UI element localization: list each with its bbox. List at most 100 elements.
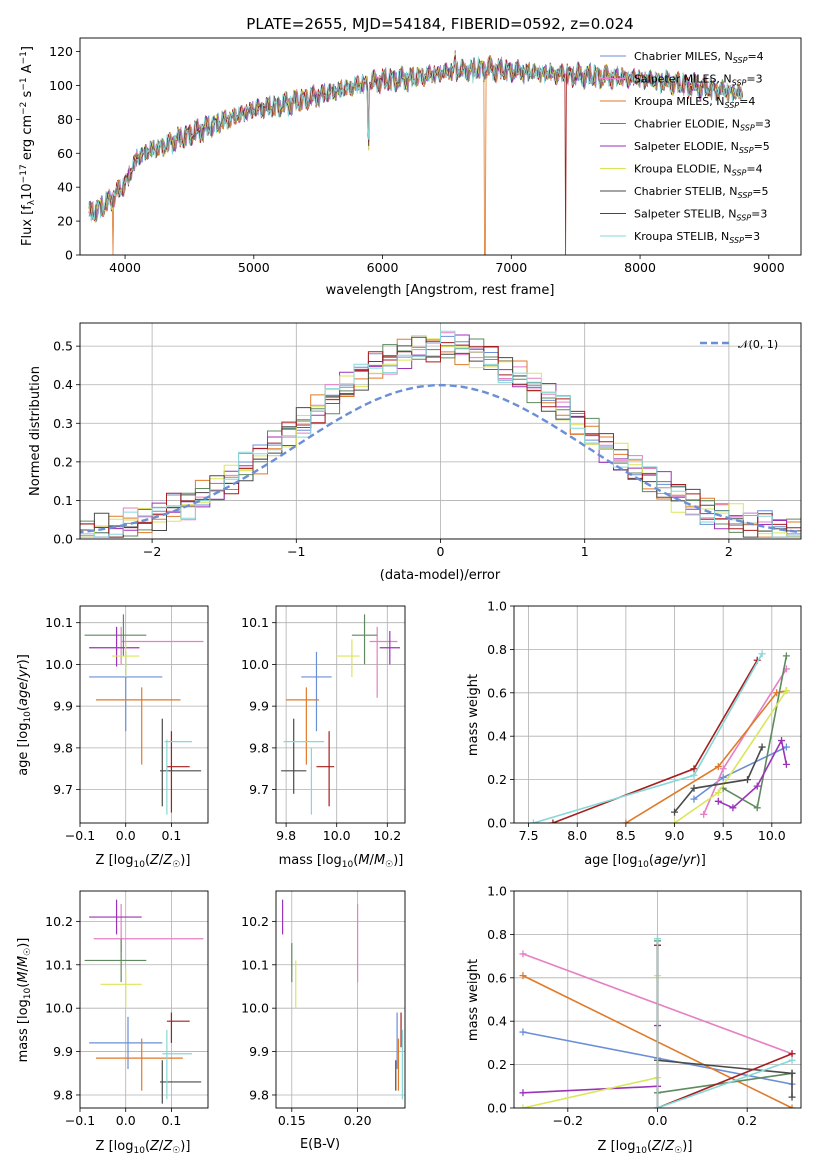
mass-vs-ebv-xlabel: E(B-V) — [300, 1137, 340, 1152]
x-tick-label: 9000 — [753, 260, 785, 275]
x-tick-label: 9.0 — [665, 828, 685, 843]
histogram-kroupa-stelib — [80, 330, 801, 538]
y-tick-label: 0.4 — [487, 729, 507, 744]
spectrum-line-kroupa-stelib — [88, 56, 743, 222]
x-tick-label: 0.0 — [116, 828, 136, 843]
residuals-ylabel: Normed distribution — [28, 366, 43, 496]
legend-sub: SSP — [724, 101, 739, 110]
y-tick-label: 9.8 — [53, 1087, 73, 1102]
y-tick-label: 9.9 — [53, 699, 73, 714]
legend-rest: =3 — [755, 118, 771, 131]
weight-marker — [714, 797, 722, 805]
y-tick-label: 0.1 — [53, 493, 73, 508]
legend-sub: SSP — [729, 236, 744, 245]
y-tick-label: 100 — [49, 78, 73, 93]
weight-marker — [549, 819, 557, 823]
plot-area — [88, 50, 743, 255]
y-tick-label: 0.3 — [53, 416, 73, 431]
y-tick-label: 0.0 — [487, 1101, 507, 1116]
y-tick-label: 0.5 — [53, 339, 73, 354]
weight-line-kroupa-stelib — [656, 938, 793, 1108]
y-tick-label: 10.0 — [241, 657, 269, 672]
legend-rest: =4 — [747, 50, 763, 63]
weight-marker — [654, 935, 661, 943]
weight-marker — [690, 765, 698, 773]
axes-frame — [79, 605, 209, 824]
legend-sub: SSP — [732, 79, 747, 88]
legend-rest: =3 — [744, 230, 760, 243]
age-vs-mass-panel: 9.8 10.0 10.2 9.7 9.8 9.9 10.0 10.1 — [241, 605, 406, 843]
y-tick-label: 0.4 — [487, 1014, 507, 1029]
legend-label: Chabrier ELODIE, NSSP=3 — [634, 118, 771, 133]
x-tick-label: 0.0 — [116, 1113, 136, 1128]
x-tick-label: 0.15 — [278, 1113, 306, 1128]
weight-marker — [719, 765, 727, 773]
mass-vs-metallicity-panel: −0.1 0.0 0.1 9.8 9.9 10.0 10.1 10.2 — [45, 890, 209, 1128]
y-tick-label: 0.4 — [53, 377, 73, 392]
y-tick-label: 9.7 — [249, 782, 269, 797]
y-tick-label: 10.1 — [241, 957, 269, 972]
x-tick-label: 10.0 — [323, 828, 351, 843]
weight-marker — [690, 795, 698, 803]
axes-frame — [513, 890, 802, 1109]
weight-vs-age-ylabel: mass weight — [466, 674, 481, 756]
weight-marker — [782, 760, 790, 768]
y-tick-label: 0.6 — [487, 970, 507, 985]
weight-line-chabrier-stelib — [673, 746, 763, 813]
axes-frame — [275, 890, 406, 1109]
y-tick-label: 0.8 — [487, 642, 507, 657]
weight-marker — [758, 650, 766, 658]
axes-frame — [79, 890, 209, 1109]
x-tick-label: 2 — [725, 544, 733, 559]
mass-vs-ebv-panel: 0.15 0.20 9.8 9.9 10.0 10.1 10.2 — [241, 890, 406, 1128]
plot-area — [514, 606, 801, 823]
legend-sub: SSP — [739, 146, 754, 155]
x-tick-label: 9.8 — [276, 828, 296, 843]
weight-marker — [778, 737, 786, 745]
x-tick-label: 0.2 — [737, 1113, 757, 1128]
weight-line-salpeter-stelib — [552, 659, 758, 823]
legend-sub: SSP — [733, 56, 748, 65]
x-tick-label: −2 — [143, 544, 161, 559]
legend-label: Chabrier STELIB, NSSP=5 — [634, 185, 768, 200]
weight-marker — [529, 819, 537, 823]
age-vs-mass-xlabel: mass [log10(M/M☉)] — [279, 853, 404, 870]
weight-vs-age-xlabel: age [log10(age/yr)] — [584, 853, 706, 870]
weight-marker — [753, 782, 761, 790]
weight-marker — [719, 773, 727, 781]
x-tick-label: −0.1 — [65, 828, 95, 843]
weight-marker — [700, 810, 708, 818]
legend-rest: =5 — [752, 185, 768, 198]
y-tick-label: 10.2 — [241, 914, 269, 929]
plot-area — [80, 323, 801, 539]
mass-vs-z-xlabel: Z [log10(Z/Z☉)] — [96, 1139, 191, 1156]
y-tick-label: 10.0 — [45, 1001, 73, 1016]
y-tick-label: 0.6 — [487, 685, 507, 700]
weight-marker — [758, 743, 766, 751]
weight-marker — [519, 972, 527, 980]
legend-rest: =3 — [751, 208, 767, 221]
y-tick-label: 9.9 — [249, 699, 269, 714]
residuals-xlabel: (data-model)/error — [380, 568, 501, 583]
weight-marker — [788, 1104, 796, 1108]
weight-marker — [743, 776, 751, 784]
x-tick-label: 7.5 — [519, 828, 539, 843]
weight-line-kroupa-miles — [625, 689, 787, 823]
x-tick-label: 10.2 — [373, 828, 401, 843]
x-tick-label: −0.1 — [65, 1113, 95, 1128]
legend-label: Kroupa STELIB, NSSP=3 — [634, 230, 760, 245]
y-tick-label: 10.1 — [45, 615, 73, 630]
legend-label: Chabrier MILES, NSSP=4 — [634, 50, 764, 65]
y-tick-label: 9.8 — [249, 740, 269, 755]
spectrum-panel: 4000 5000 6000 7000 8000 9000 0 20 40 60 80 100 120 C… — [49, 37, 802, 275]
weight-marker — [753, 804, 761, 812]
x-tick-label: 8.5 — [616, 828, 636, 843]
plot-area — [80, 606, 208, 823]
weight-marker — [729, 804, 737, 812]
y-tick-label: 9.7 — [53, 782, 73, 797]
y-tick-label: 0.0 — [487, 816, 507, 831]
weight-marker — [782, 652, 790, 660]
weight-vs-age-panel: 7.5 8.0 8.5 9.0 9.5 10.0 0.0 0.2 0.4 0.6 0.8 1.0 — [487, 599, 802, 843]
y-tick-label: 60 — [57, 146, 73, 161]
age-vs-z-xlabel: Z [log10(Z/Z☉)] — [96, 853, 191, 870]
